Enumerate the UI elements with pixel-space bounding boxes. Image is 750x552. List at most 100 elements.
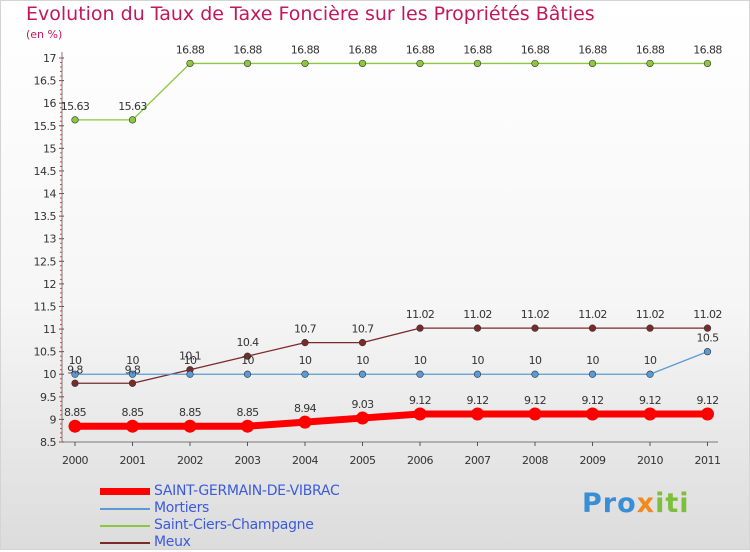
y-minor-tick	[60, 355, 62, 357]
y-tick-label: 13.5	[34, 210, 57, 223]
y-minor-tick	[60, 269, 62, 271]
y-minor-tick	[60, 274, 62, 276]
y-minor-tick	[60, 174, 62, 176]
data-point	[183, 419, 197, 433]
data-label: 10.1	[179, 350, 201, 363]
data-point	[703, 324, 712, 332]
data-label: 9.8	[125, 363, 141, 376]
data-point	[473, 324, 482, 332]
data-point	[301, 370, 309, 378]
series-line	[74, 350, 709, 375]
y-minor-tick	[60, 183, 62, 185]
x-tick-label: 2010	[637, 454, 663, 467]
data-point	[358, 339, 367, 347]
y-minor-tick	[60, 324, 62, 326]
y-minor-tick	[60, 193, 62, 195]
y-minor-tick	[60, 432, 62, 434]
y-minor-tick	[60, 378, 62, 380]
x-tick-label: 2009	[580, 454, 606, 467]
y-minor-tick	[60, 382, 62, 384]
y-minor-tick	[60, 256, 62, 258]
legend-label: SAINT-GERMAIN-DE-VIBRAC	[154, 483, 340, 499]
legend-label: Mortiers	[154, 500, 210, 516]
y-minor-tick	[60, 138, 62, 140]
y-minor-tick	[60, 387, 62, 389]
series-line	[74, 327, 709, 384]
data-point	[301, 59, 309, 68]
data-label: 10	[69, 354, 82, 367]
data-label: 10.7	[294, 323, 317, 336]
data-label: 11.02	[406, 308, 435, 321]
y-minor-tick	[60, 170, 62, 172]
data-label: 10	[471, 354, 484, 367]
y-minor-tick	[60, 75, 62, 77]
line-chart: 8.5 9 9.5 10 10.5 11 11.5 12 12.5 13 13.5 14 14.5 15 1…	[34, 43, 723, 467]
y-minor-tick	[60, 111, 62, 113]
data-label: 9.12	[581, 394, 603, 407]
y-minor-tick	[60, 129, 62, 131]
y-minor-tick	[60, 351, 62, 353]
y-minor-tick	[60, 418, 62, 420]
data-label: 11.02	[636, 308, 665, 321]
legend-swatch	[100, 525, 150, 527]
data-point	[71, 370, 79, 378]
data-point	[701, 407, 714, 421]
data-label: 10	[414, 354, 427, 367]
y-minor-tick	[60, 211, 62, 213]
legend-swatch	[100, 508, 150, 510]
data-label: 16.88	[463, 43, 492, 56]
x-tick-label: 2000	[62, 454, 88, 467]
y-minor-tick	[60, 423, 62, 425]
proxiti-logo: Proxiti	[582, 488, 690, 519]
data-label: 11.02	[578, 308, 607, 321]
data-label: 9.12	[409, 394, 431, 407]
x-tick-label: 2002	[177, 454, 203, 467]
y-tick-label: 17	[43, 52, 56, 65]
y-minor-tick	[60, 247, 62, 249]
y-minor-tick	[60, 414, 62, 416]
y-minor-tick	[60, 71, 62, 73]
y-axis-unit-label: (en %)	[26, 28, 63, 41]
data-point	[531, 370, 539, 378]
y-minor-tick	[60, 66, 62, 68]
data-label: 16.88	[578, 43, 607, 56]
y-minor-tick	[60, 84, 62, 86]
data-point	[473, 370, 482, 378]
data-label: 8.85	[121, 406, 144, 419]
y-minor-tick	[60, 62, 62, 64]
y-tick-label: 12.5	[34, 255, 57, 268]
y-minor-tick	[60, 292, 62, 294]
data-point	[416, 324, 424, 332]
y-minor-tick	[60, 319, 62, 321]
y-minor-tick	[60, 229, 62, 231]
data-point	[356, 411, 369, 425]
y-minor-tick	[60, 202, 62, 204]
data-point	[68, 419, 82, 433]
y-minor-tick	[60, 224, 62, 226]
data-label: 9.12	[639, 394, 661, 407]
data-label: 16.88	[636, 43, 665, 56]
y-minor-tick	[60, 310, 62, 312]
y-minor-tick	[60, 373, 62, 375]
y-minor-tick	[60, 305, 62, 307]
y-minor-tick	[60, 152, 62, 154]
y-minor-tick	[60, 283, 62, 285]
data-label: 11.02	[693, 308, 722, 321]
y-minor-tick	[60, 233, 62, 235]
y-tick-label: 11.5	[34, 300, 57, 313]
data-point	[243, 59, 252, 68]
data-point	[358, 370, 367, 378]
y-minor-tick	[60, 147, 62, 149]
data-label: 15.63	[118, 100, 147, 113]
data-point	[586, 407, 599, 421]
y-tick-label: 16.5	[34, 75, 57, 88]
data-label: 8.85	[64, 406, 87, 419]
data-point	[71, 379, 79, 387]
x-tick-label: 2001	[120, 454, 146, 467]
data-point	[588, 59, 597, 68]
data-label: 16.88	[348, 43, 377, 56]
data-label: 11.02	[521, 308, 550, 321]
y-minor-tick	[60, 206, 62, 208]
data-label: 15.63	[61, 100, 90, 113]
y-minor-tick	[60, 346, 62, 348]
